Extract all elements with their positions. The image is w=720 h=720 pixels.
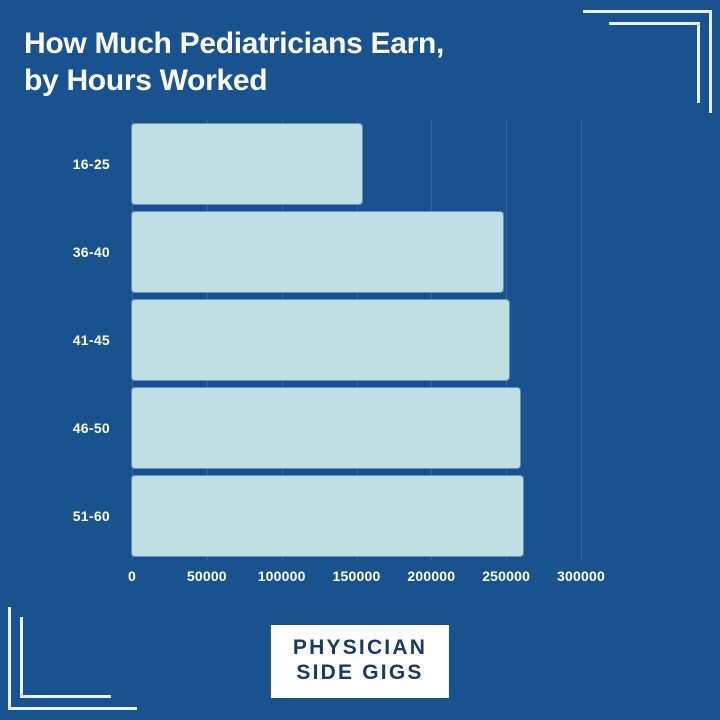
x-tick-label-200000: 200000 — [407, 568, 456, 584]
x-tick-label-100000: 100000 — [257, 568, 306, 584]
x-tick-label-150000: 150000 — [332, 568, 381, 584]
x-tick-label-50000: 50000 — [186, 568, 227, 584]
bar-36-40[interactable] — [132, 212, 504, 292]
category-label-36-40: 36-40 — [72, 244, 110, 260]
corner-bracket-bottom-left-outer — [8, 607, 137, 710]
bar-51-60[interactable] — [132, 476, 523, 556]
category-axis: 16-25 36-40 41-45 46-50 51-60 — [0, 120, 120, 560]
brand-logo-line-2: SIDE GIGS — [296, 661, 424, 685]
category-label-51-60: 51-60 — [72, 508, 110, 524]
value-axis: 0 50000 100000 150000 200000 250000 300000 — [128, 568, 605, 592]
brand-logo-line-1: PHYSICIAN — [292, 635, 428, 659]
bar-46-50[interactable] — [132, 388, 520, 468]
brand-logo: PHYSICIAN SIDE GIGS — [270, 624, 450, 698]
gridline — [581, 120, 582, 560]
bar-row[interactable] — [132, 476, 581, 556]
bar-41-45[interactable] — [132, 300, 510, 380]
bar-row[interactable] — [132, 300, 581, 380]
x-tick-label-250000: 250000 — [482, 568, 531, 584]
bar-chart: 16-25 36-40 41-45 46-50 51-60 0 50000 100000 15… — [0, 112, 720, 584]
x-tick-label-300000: 300000 — [557, 568, 605, 584]
category-label-46-50: 46-50 — [72, 420, 110, 436]
plot-area — [132, 120, 582, 560]
x-tick-label-0: 0 — [128, 568, 136, 584]
category-label-16-25: 16-25 — [72, 156, 110, 172]
bar-row[interactable] — [132, 124, 581, 204]
category-label-41-45: 41-45 — [72, 332, 110, 348]
chart-title: How Much Pediatricians Earn, by Hours Wo… — [24, 27, 445, 97]
corner-bracket-bottom-left-inner — [20, 617, 111, 698]
bar-16-25[interactable] — [132, 124, 363, 204]
bar-row[interactable] — [132, 212, 581, 292]
corner-bracket-top-right-outer — [583, 10, 712, 113]
corner-bracket-top-right-inner — [609, 22, 700, 103]
bar-row[interactable] — [132, 388, 581, 468]
